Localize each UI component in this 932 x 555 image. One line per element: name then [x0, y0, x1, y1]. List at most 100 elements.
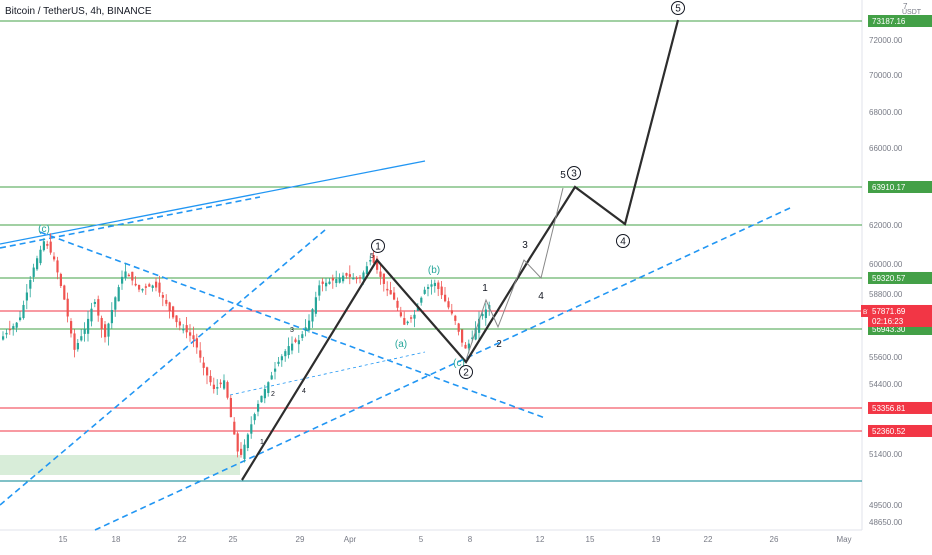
- candle-body: [467, 343, 470, 349]
- price-badge: [868, 180, 932, 193]
- time-axis-tick: 12: [536, 535, 545, 544]
- candle-body: [212, 384, 215, 389]
- price-axis-tick: 55600.00: [869, 353, 903, 362]
- trend-line-dashed-upper: [0, 196, 261, 249]
- candle-body: [76, 343, 79, 350]
- candle-body: [46, 243, 49, 246]
- candle-body: [206, 367, 209, 376]
- wave-label: 5: [560, 170, 566, 181]
- candle-body: [450, 310, 453, 314]
- candle-body: [8, 328, 11, 331]
- candle-body: [437, 282, 440, 290]
- candle-body: [260, 395, 263, 403]
- candle-body: [202, 362, 205, 368]
- price-badge-label: 59320.57: [872, 274, 906, 283]
- candle-body: [376, 258, 379, 270]
- candle-body: [457, 323, 460, 332]
- candle-body: [114, 297, 117, 310]
- candle-body: [73, 333, 76, 350]
- candle-body: [25, 292, 28, 301]
- wave-label: (c): [453, 358, 465, 369]
- wave-label: 4: [302, 388, 306, 395]
- wave-label: 4: [538, 291, 544, 302]
- candle-body: [430, 284, 433, 287]
- candle-body: [464, 344, 467, 349]
- candle-body: [53, 256, 56, 260]
- candle-body: [372, 255, 375, 263]
- wave-label-circle: [371, 239, 385, 253]
- candle-body: [277, 361, 280, 364]
- candle-body: [5, 332, 8, 335]
- wave-label: 1: [482, 283, 488, 294]
- candle-body: [478, 318, 481, 333]
- candle-body: [474, 328, 477, 340]
- price-axis-tick: 72000.00: [869, 36, 903, 45]
- candle-body: [246, 434, 249, 449]
- time-axis-tick: 15: [586, 535, 595, 544]
- candle-body: [270, 375, 273, 380]
- price-badge: [868, 15, 932, 27]
- wave-label: 1: [375, 242, 381, 253]
- candle-body: [168, 302, 171, 311]
- time-axis-tick: 26: [770, 535, 779, 544]
- candle-body: [369, 260, 372, 262]
- chart-title: Bitcoin / TetherUS, 4h, BINANCE: [5, 6, 152, 17]
- candle-body: [175, 315, 178, 323]
- wave-label: 3: [290, 327, 294, 334]
- candle-body: [382, 273, 385, 284]
- candle-body: [240, 448, 243, 455]
- candle-body: [420, 297, 423, 303]
- candle-body: [39, 249, 42, 264]
- candle-body: [185, 325, 188, 333]
- wave-label: 3: [571, 169, 577, 180]
- elliott-wave-projection: [241, 19, 680, 481]
- candle-body: [219, 382, 222, 385]
- subwave-projection: [465, 187, 564, 361]
- candle-body: [433, 282, 436, 287]
- time-axis-tick: 18: [112, 535, 121, 544]
- candle-body: [440, 286, 443, 296]
- candle-body: [189, 332, 192, 336]
- candle-body: [403, 318, 406, 325]
- candle-body: [104, 324, 107, 338]
- candle-body: [56, 260, 59, 273]
- candle-body: [70, 321, 73, 334]
- candle-body: [410, 317, 413, 319]
- candle-body: [348, 274, 351, 277]
- time-axis-tick: 19: [652, 535, 661, 544]
- time-axis: 15 18 22 25 29 Apr 5 8 12 15 19 22 26 May: [59, 535, 852, 544]
- support-zone: [0, 455, 240, 475]
- wave-label-circle: [616, 234, 630, 248]
- candle-body: [155, 281, 158, 288]
- candle-body: [19, 317, 22, 321]
- price-axis-tick: 48650.00: [869, 518, 903, 527]
- trend-line-ascending-lower: [94, 207, 791, 531]
- wave-label: 5: [370, 253, 374, 260]
- wave-label: (c): [38, 224, 50, 235]
- candle-body: [280, 356, 283, 361]
- candle-body: [444, 294, 447, 302]
- price-axis-tick: 62000.00: [869, 221, 903, 230]
- current-price-countdown: 02:16:23: [872, 317, 904, 326]
- candle-body: [148, 284, 151, 287]
- candle-body: [83, 329, 86, 334]
- candle-body: [165, 299, 168, 304]
- candle-body: [131, 271, 134, 281]
- price-badge-label: 53356.81: [872, 404, 906, 413]
- candle-body: [172, 306, 175, 318]
- price-badge: [868, 401, 932, 414]
- candle-body: [427, 287, 430, 289]
- time-axis-tick: 5: [419, 535, 424, 544]
- wave-label: (a): [395, 339, 407, 350]
- candle-body: [328, 281, 331, 284]
- candle-body: [355, 277, 358, 280]
- candle-body: [127, 274, 130, 277]
- candle-body: [301, 334, 304, 339]
- candle-body: [345, 273, 348, 276]
- current-price-label: 57871.69: [872, 307, 906, 316]
- candle-body: [308, 320, 311, 331]
- wave-label: 2: [496, 339, 502, 350]
- candle-body: [90, 308, 93, 322]
